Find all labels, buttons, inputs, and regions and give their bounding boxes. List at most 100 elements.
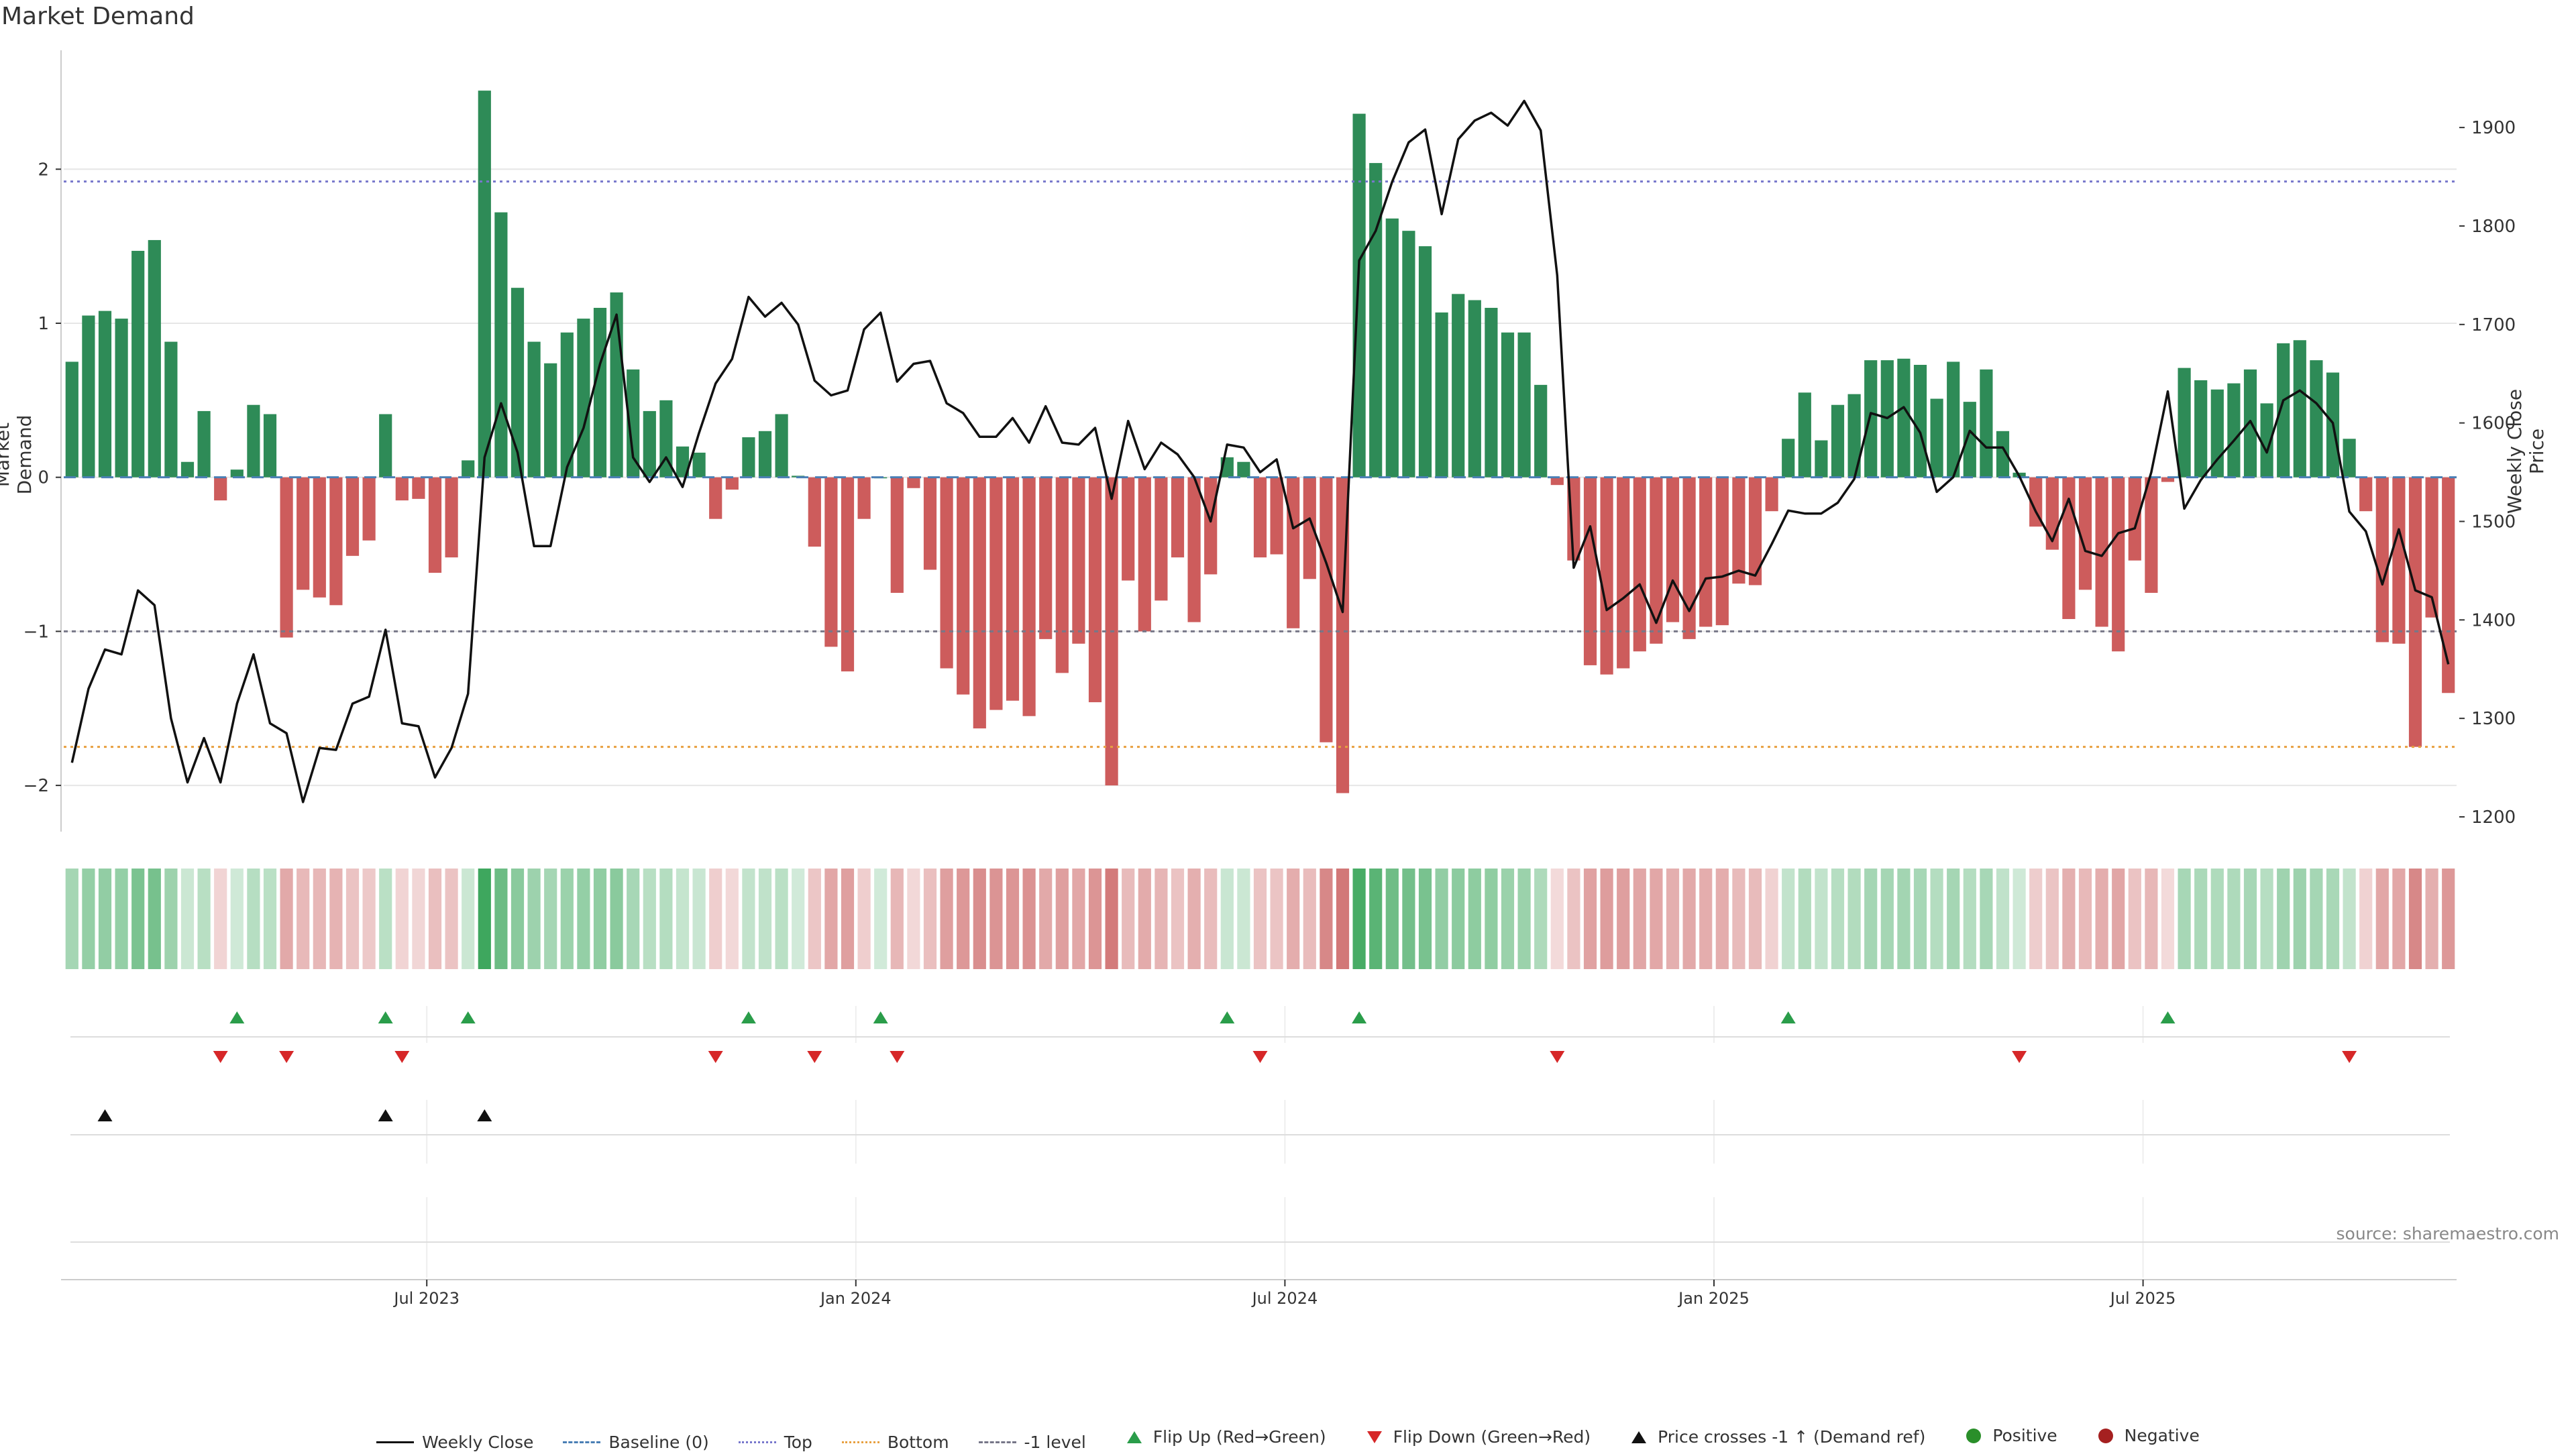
heat-strip-cell (1897, 869, 1911, 969)
demand-bar (659, 400, 673, 478)
heat-strip-cell (940, 869, 953, 969)
demand-bar (1369, 163, 1383, 478)
demand-bar (1782, 439, 1795, 478)
heat-strip-cell (1237, 869, 1250, 969)
heat-strip-cell (1732, 869, 1746, 969)
legend-minus-one: -1 level (978, 1433, 1086, 1452)
heat-strip-cell (478, 869, 491, 969)
demand-bar (1501, 332, 1515, 478)
heat-strip-cell (1369, 869, 1383, 969)
legend-bottom: Bottom (841, 1432, 949, 1452)
heat-strip-cell (593, 869, 607, 969)
demand-bar (1617, 477, 1630, 669)
heat-strip-cell (2425, 869, 2438, 969)
demand-bar (2375, 477, 2389, 643)
x-tick-label: Jan 2025 (1677, 1289, 1750, 1308)
legend-label: Top (784, 1432, 812, 1452)
heat-strip-cell (1980, 869, 1993, 969)
demand-bar (1715, 477, 1729, 626)
legend-label: Bottom (887, 1432, 949, 1452)
demand-bar (1847, 394, 1861, 478)
heat-strip-cell (1253, 869, 1267, 969)
legend-baseline: Baseline (0) (563, 1432, 709, 1452)
demand-bar (1798, 392, 1811, 478)
demand-bar (957, 477, 970, 695)
heat-strip-cell (1138, 869, 1151, 969)
heat-strip-cell (98, 869, 112, 969)
demand-bar (180, 461, 195, 478)
legend-dotted-line-icon (738, 1441, 776, 1443)
demand-bar (989, 477, 1003, 710)
heat-strip-cell (907, 869, 920, 969)
heat-strip-cell (131, 869, 145, 969)
demand-bar (1699, 477, 1713, 627)
legend-label: Weekly Close (422, 1432, 534, 1452)
heat-strip-cell (2260, 869, 2273, 969)
triangle-down-icon (1366, 1431, 1382, 1443)
demand-bar (1913, 365, 1927, 478)
heat-strip-cell (297, 869, 310, 969)
heat-strip-cell (775, 869, 788, 969)
heat-strip-cell (2062, 869, 2076, 969)
demand-bar (1006, 477, 1020, 701)
heat-strip-cell (874, 869, 888, 969)
demand-bar (1600, 477, 1613, 675)
demand-bar (544, 363, 557, 478)
dot-icon (2098, 1428, 2113, 1443)
heat-strip-cell (2161, 869, 2175, 969)
demand-bar (1452, 294, 1465, 478)
demand-bar (1320, 477, 1333, 742)
heat-strip-cell (758, 869, 772, 969)
heat-strip-cell (1485, 869, 1498, 969)
flip-down-marker (1550, 1051, 1565, 1063)
demand-bar (627, 369, 640, 478)
heat-strip-cell (1748, 869, 1762, 969)
price-cross-marker (97, 1109, 113, 1121)
legend-label: Baseline (0) (608, 1432, 709, 1452)
price-cross-marker (477, 1109, 492, 1121)
demand-bar (1732, 477, 1746, 584)
heat-strip-cell (2029, 869, 2043, 969)
demand-bar (857, 477, 871, 519)
demand-bar (890, 477, 904, 593)
heat-strip-cell (857, 869, 871, 969)
weekly-close-line (70, 99, 2450, 803)
demand-bar (1682, 477, 1696, 639)
heat-strip-cell (1320, 869, 1333, 969)
heat-strip-cell (1617, 869, 1630, 969)
demand-bar (131, 251, 145, 478)
heat-strip-cell (65, 869, 78, 969)
demand-bar (2095, 477, 2108, 627)
demand-bar (2078, 477, 2092, 590)
heat-strip-cell (362, 869, 376, 969)
y2-tick-label: 1600 (2471, 414, 2516, 434)
heat-strip-cell (2145, 869, 2158, 969)
flip-up-marker (1780, 1011, 1796, 1023)
demand-bar (973, 477, 986, 729)
triangle-up-icon (1126, 1431, 1142, 1443)
heat-strip-cell (1798, 869, 1811, 969)
heat-strip-cell (610, 869, 623, 969)
heat-strip-cell (214, 869, 227, 969)
demand-bar (907, 477, 920, 488)
heat-strip-cell (1534, 869, 1548, 969)
heat-strip-cell (1666, 869, 1680, 969)
legend-label: Negative (2124, 1426, 2200, 1445)
legend-dotted-line-icon (841, 1441, 879, 1443)
heat-strip-cell (2128, 869, 2141, 969)
demand-bar (164, 341, 178, 478)
heat-strip-cell (2326, 869, 2340, 969)
demand-bar (2227, 383, 2241, 478)
flip-up-marker (2160, 1011, 2176, 1023)
heat-strip-cell (247, 869, 260, 969)
heat-strip-cell (1550, 869, 1564, 969)
demand-bar (2408, 477, 2422, 747)
legend-label: Flip Up (Red→Green) (1152, 1427, 1326, 1447)
demand-bar (1171, 477, 1185, 558)
heat-strip-cell (2343, 869, 2356, 969)
heat-strip-cell (957, 869, 970, 969)
heat-strip-cell (824, 869, 838, 969)
heat-strip-cell (742, 869, 755, 969)
demand-bar (2425, 477, 2438, 618)
